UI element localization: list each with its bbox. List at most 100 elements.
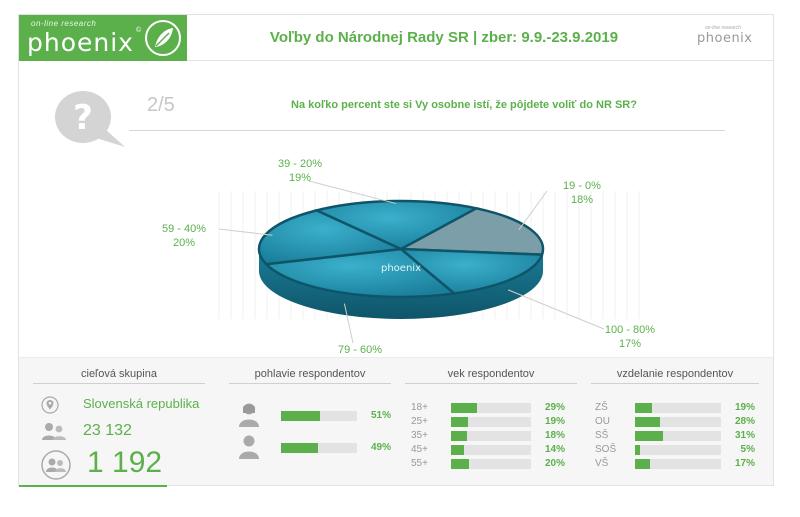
pie-rim: [259, 249, 543, 319]
target-population: 23 132: [83, 422, 132, 439]
pie-leader-line: [218, 228, 273, 236]
gender-bar-track: [281, 411, 357, 421]
education-heading: vzdelanie respondentov: [591, 368, 759, 384]
header: on-line research phoenix © Voľby do Náro…: [19, 15, 773, 61]
age-bar-track: [451, 431, 531, 441]
age-category: 18+: [411, 402, 428, 413]
age-bar-track: [451, 417, 531, 427]
pie-slice-category: 39 - 20%: [277, 158, 323, 170]
education-row: SOŠ 5%: [595, 444, 755, 456]
pie-slice-value: 19%: [288, 172, 312, 184]
question-number: 2/5: [147, 94, 175, 116]
age-bar-track: [451, 459, 531, 469]
education-pct: 28%: [734, 416, 755, 427]
education-row: VŠ 17%: [595, 458, 755, 470]
pie-slice-category: 79 - 60%: [337, 344, 383, 356]
age-category: 35+: [411, 430, 428, 441]
female-icon: [237, 402, 261, 433]
education-pct: 5%: [740, 444, 755, 455]
gender-bar-fill: [281, 411, 320, 421]
pie-slice-label: 19 - 0% 18%: [547, 179, 617, 207]
gender-heading: pohlavie respondentov: [229, 368, 391, 384]
age-bar-track: [451, 403, 531, 413]
education-bar-fill: [635, 459, 651, 469]
age-bar-fill: [451, 459, 469, 469]
age-row: 55+ 20%: [411, 458, 565, 470]
age-row: 45+ 14%: [411, 444, 565, 456]
pie-slice-category: 19 - 0%: [563, 180, 601, 192]
age-row: 25+ 19%: [411, 416, 565, 428]
education-bar-fill: [635, 431, 663, 441]
pie-slice: [312, 199, 480, 251]
pie-slice: [396, 206, 545, 256]
pie-slice-label: 39 - 20% 19%: [265, 157, 335, 185]
education-bar-track: [635, 431, 721, 441]
gender-row: 49%: [281, 442, 391, 454]
phoenix-logo-small: on-line research phoenix: [697, 25, 761, 53]
age-bar-track: [451, 445, 531, 455]
pie-slice: [397, 247, 544, 295]
age-bar-fill: [451, 417, 469, 427]
pie-chart-svg: phoenix: [218, 180, 640, 344]
pie-chart: phoenix 19 - 0%18%100 - 80%17%79 - 60%26…: [19, 139, 775, 371]
question-divider: [129, 130, 725, 131]
age-category: 25+: [411, 416, 428, 427]
svg-text:?: ?: [73, 98, 93, 138]
pie-leader-line: [507, 289, 605, 330]
location-pin-icon: [41, 396, 59, 419]
age-pct: 14%: [544, 444, 565, 455]
age-bar-fill: [451, 403, 478, 413]
education-category: OU: [595, 416, 610, 427]
male-icon: [237, 434, 261, 465]
age-row: 18+ 29%: [411, 402, 565, 414]
education-bar-track: [635, 459, 721, 469]
pie-slice-category: 59 - 40%: [161, 223, 207, 235]
page-title: Voľby do Národnej Rady SR | zber: 9.9.-2…: [269, 29, 619, 46]
pie-slice-category: 100 - 80%: [604, 324, 656, 336]
logo-registered-mark: ©: [136, 27, 142, 34]
respondent-count: 1 192: [87, 446, 163, 479]
pie-slice-label: 59 - 40% 20%: [149, 222, 219, 250]
pie-slice: [263, 247, 458, 299]
education-bar-track: [635, 417, 721, 427]
gender-bar-fill: [281, 443, 319, 453]
age-pct: 19%: [544, 416, 565, 427]
logo-tagline: on-line research: [31, 19, 97, 28]
education-pct: 19%: [734, 402, 755, 413]
pie-slice-value: 18%: [570, 194, 594, 206]
age-pct: 20%: [544, 458, 565, 469]
education-bar-fill: [635, 417, 661, 427]
respondent-count-underline: [19, 485, 167, 487]
age-heading: vek respondentov: [405, 368, 577, 384]
gender-bar-track: [281, 443, 357, 453]
pie-slice-value: 17%: [618, 338, 642, 350]
question-mark-icon: ?: [53, 85, 141, 157]
pie-leader-line: [518, 190, 548, 231]
question-text: Na koľko percent ste si Vy osobne istí, …: [291, 99, 637, 111]
pie-side: [259, 249, 543, 319]
phoenix-logo: on-line research phoenix ©: [19, 15, 187, 61]
age-row: 35+ 18%: [411, 430, 565, 442]
education-category: SŠ: [595, 430, 609, 441]
education-bar-fill: [635, 403, 653, 413]
pie-slice-label: 100 - 80% 17%: [595, 323, 665, 351]
age-bar-fill: [451, 431, 468, 441]
education-bar-track: [635, 445, 721, 455]
age-bar-fill: [451, 445, 464, 455]
age-pct: 29%: [544, 402, 565, 413]
education-row: OU 28%: [595, 416, 755, 428]
pie-center-logo: phoenix: [381, 263, 421, 274]
gender-row: 51%: [281, 410, 391, 422]
education-category: SOŠ: [595, 444, 617, 455]
education-row: ZŠ 19%: [595, 402, 755, 414]
target-group-heading: cieľová skupina: [33, 368, 205, 384]
age-category: 45+: [411, 444, 428, 455]
education-pct: 17%: [734, 458, 755, 469]
age-category: 55+: [411, 458, 428, 469]
education-bar-fill: [635, 445, 640, 455]
education-bar-track: [635, 403, 721, 413]
logo-wordmark: phoenix: [27, 28, 134, 57]
education-row: SŠ 31%: [595, 430, 755, 442]
pie-slice-value: 20%: [172, 237, 196, 249]
age-pct: 18%: [544, 430, 565, 441]
